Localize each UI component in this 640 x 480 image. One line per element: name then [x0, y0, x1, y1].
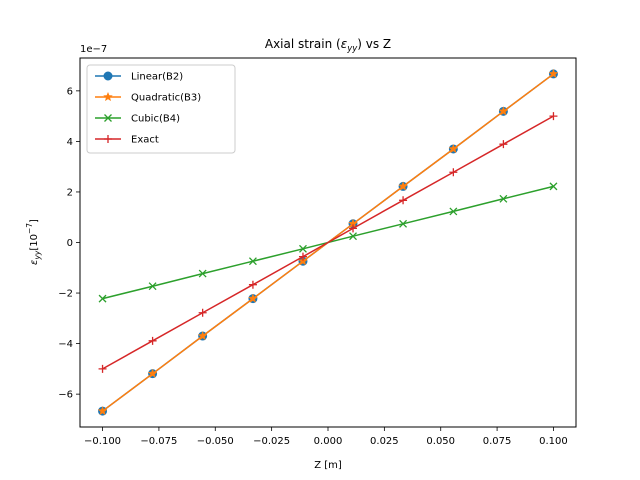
y-tick-label: 6: [67, 86, 73, 97]
data-point-quadratic-b3: [548, 68, 559, 79]
y-tick-label: 0: [67, 238, 73, 249]
data-point-cubic-b4: [499, 194, 508, 203]
legend: Linear(B2) Quadratic(B3) Cubic(B4) Exact: [86, 64, 236, 154]
legend-item-linear-b2: Linear(B2): [95, 71, 183, 83]
data-point-quadratic-b3: [147, 368, 158, 378]
chart-title: Axial strain (εyy) vs Z: [265, 37, 391, 54]
x-tick-label: 0.025: [370, 436, 399, 447]
x-tick-label: −0.050: [197, 436, 234, 447]
data-point-cubic-b4: [549, 182, 558, 191]
y-tick-label: −6: [58, 390, 73, 401]
data-point-cubic-b4: [449, 207, 458, 216]
data-point-exact: [549, 112, 558, 121]
legend-item-exact: Exact: [95, 135, 159, 146]
series-layer: [97, 68, 559, 416]
y-tick-label: −4: [58, 339, 73, 350]
series-exact: [98, 112, 558, 373]
data-point-quadratic-b3: [448, 143, 459, 154]
data-point-quadratic-b3: [498, 106, 509, 116]
y-tick-label: 2: [67, 187, 73, 198]
data-point-quadratic-b3: [97, 405, 108, 416]
legend-label: Exact: [131, 135, 159, 146]
data-point-cubic-b4: [198, 269, 207, 278]
legend-marker: [103, 71, 113, 81]
series-line-exact: [102, 115, 554, 370]
y-axis-title: εyy[10−7]: [25, 219, 42, 265]
legend-label: Linear(B2): [131, 72, 183, 83]
data-point-exact: [298, 252, 307, 261]
data-point-quadratic-b3: [197, 330, 208, 341]
data-point-cubic-b4: [148, 282, 157, 291]
data-point-exact: [248, 280, 257, 289]
legend-box: [86, 64, 236, 154]
legend-marker: [104, 114, 112, 122]
legend-item-quadratic-b3: Quadratic(B3): [95, 91, 201, 104]
x-tick-label: −0.100: [84, 436, 121, 447]
data-point-quadratic-b3: [247, 293, 258, 303]
data-point-cubic-b4: [248, 257, 257, 266]
x-tick-label: 0.100: [539, 436, 568, 447]
y-axis-ticks: −6 −4 −2 0 2 4 6: [58, 86, 80, 401]
legend-marker: [104, 135, 112, 143]
data-point-exact: [499, 140, 508, 149]
data-point-exact: [148, 336, 157, 345]
x-tick-label: 0.075: [483, 436, 512, 447]
data-point-exact: [399, 196, 408, 205]
y-offset-label: 1e−7: [80, 44, 107, 55]
x-axis-ticks: −0.100 −0.075 −0.050 −0.025 0.000 0.025 0.050 0…: [84, 427, 568, 447]
x-tick-label: 0.000: [314, 436, 343, 447]
plot-frame: [79, 57, 577, 428]
data-point-exact: [349, 224, 358, 233]
x-tick-label: −0.075: [140, 436, 177, 447]
x-axis-title: Z [m]: [314, 460, 342, 471]
x-tick-label: −0.025: [253, 436, 290, 447]
data-point-quadratic-b3: [298, 255, 308, 266]
x-tick-label: 0.050: [426, 436, 455, 447]
data-point-cubic-b4: [299, 244, 307, 253]
data-point-exact: [449, 168, 458, 177]
legend-label: Cubic(B4): [131, 114, 180, 125]
data-point-cubic-b4: [349, 232, 357, 241]
y-tick-label: −2: [58, 289, 73, 300]
data-point-cubic-b4: [98, 294, 107, 303]
legend-item-cubic-b4: Cubic(B4): [95, 114, 180, 125]
data-point-cubic-b4: [399, 219, 408, 228]
data-point-exact: [198, 308, 207, 317]
legend-label: Quadratic(B3): [131, 93, 201, 104]
data-point-exact: [98, 364, 107, 373]
y-tick-label: 4: [67, 137, 73, 148]
legend-marker: [103, 91, 113, 102]
data-point-quadratic-b3: [398, 181, 409, 191]
